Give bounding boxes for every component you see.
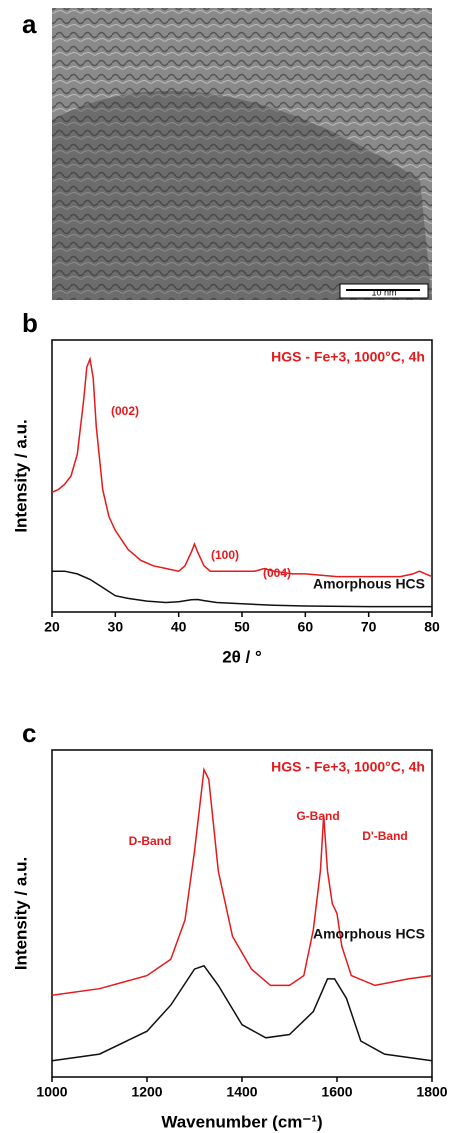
x-tick-label: 30 <box>108 619 124 635</box>
legend-label: Amorphous HCS <box>313 926 425 942</box>
panel-label: b <box>22 308 38 338</box>
x-tick-label: 20 <box>44 619 60 635</box>
x-tick-label: 60 <box>298 619 314 635</box>
x-tick-label: 40 <box>171 619 187 635</box>
legend-label: Amorphous HCS <box>313 576 425 592</box>
annotation: (002) <box>111 404 139 418</box>
annotation: (100) <box>211 548 239 562</box>
panel-label: c <box>22 718 36 748</box>
line <box>51 766 433 997</box>
tem-image <box>52 8 432 300</box>
x-tick-label: 80 <box>424 619 440 635</box>
x-tick-label: 1000 <box>36 1084 67 1100</box>
line <box>51 964 433 1062</box>
image-shade <box>52 90 432 300</box>
line <box>52 570 432 608</box>
panel-label: a <box>22 9 37 39</box>
y-axis-label: Intensity / a.u. <box>11 857 30 970</box>
line <box>51 356 433 578</box>
scale-bar-label: 10 nm <box>371 287 396 297</box>
legend-label: HGS - Fe+3, 1000°C, 4h <box>271 759 425 775</box>
annotation: D'-Band <box>362 829 408 843</box>
x-tick-label: 50 <box>234 619 250 635</box>
x-tick-label: 70 <box>361 619 377 635</box>
annotation: G-Band <box>296 809 339 823</box>
annotation: (004) <box>263 566 291 580</box>
x-tick-label: 1200 <box>131 1084 162 1100</box>
x-tick-label: 1400 <box>226 1084 257 1100</box>
x-tick-label: 1800 <box>416 1084 447 1100</box>
annotation: D-Band <box>129 834 172 848</box>
x-axis-label: Wavenumber (cm⁻¹) <box>161 1112 322 1131</box>
x-tick-label: 1600 <box>321 1084 352 1100</box>
legend-label: HGS - Fe+3, 1000°C, 4h <box>271 349 425 365</box>
plot-frame <box>51 749 433 1078</box>
x-axis-label: 2θ / ° <box>222 647 262 666</box>
y-axis-label: Intensity / a.u. <box>11 419 30 532</box>
